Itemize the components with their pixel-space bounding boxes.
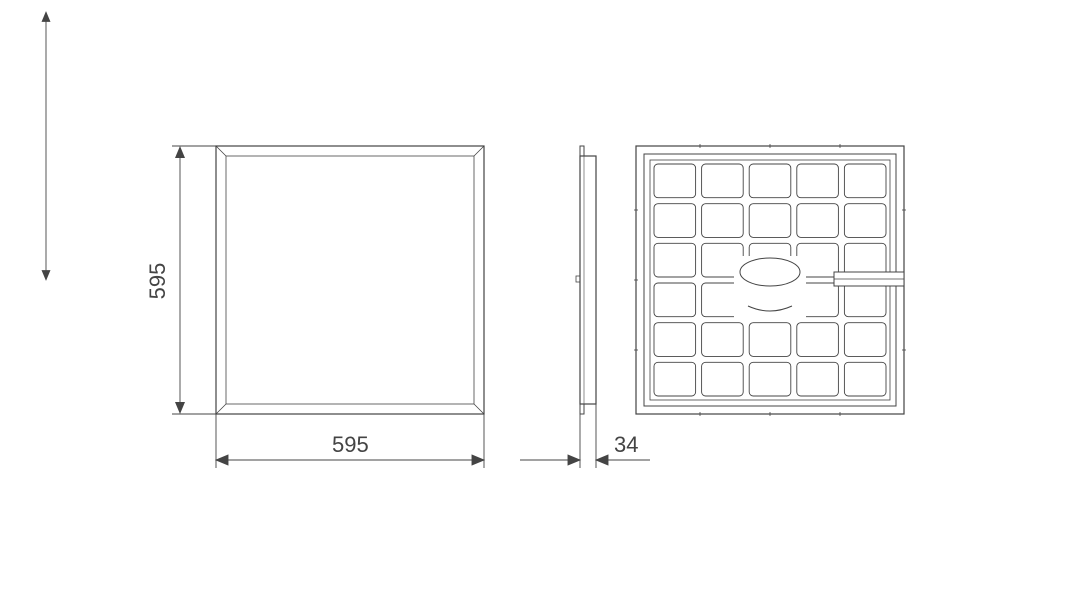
grid-cell	[797, 164, 839, 198]
dim-height	[46, 12, 216, 414]
front-view	[216, 146, 484, 414]
grid-cell	[702, 323, 744, 357]
grid-cell	[844, 283, 886, 317]
dim-height-label: 595	[145, 261, 171, 301]
grid-cell	[749, 362, 791, 396]
grid-cell	[654, 164, 696, 198]
dim-width-label: 595	[332, 432, 369, 458]
grid-cell	[797, 204, 839, 238]
grid-cell	[844, 164, 886, 198]
grid-cell	[844, 204, 886, 238]
grid-cell	[749, 164, 791, 198]
grid-cell	[749, 323, 791, 357]
grid-cell	[654, 243, 696, 277]
grid-cell	[797, 323, 839, 357]
grid-cell	[702, 362, 744, 396]
grid-cell	[702, 164, 744, 198]
side-view	[576, 146, 596, 414]
grid-cell	[702, 204, 744, 238]
grid-cell	[844, 362, 886, 396]
grid-cell	[749, 204, 791, 238]
grid-cell	[654, 323, 696, 357]
grid-cell	[654, 204, 696, 238]
drawing-stage: 595 595 34	[0, 0, 1076, 600]
back-view	[634, 144, 906, 416]
dim-depth-label: 34	[614, 432, 638, 458]
grid-cell	[844, 323, 886, 357]
grid-cell	[654, 362, 696, 396]
grid-cell	[654, 283, 696, 317]
grid-cell	[797, 362, 839, 396]
dim-height-line	[175, 146, 185, 414]
